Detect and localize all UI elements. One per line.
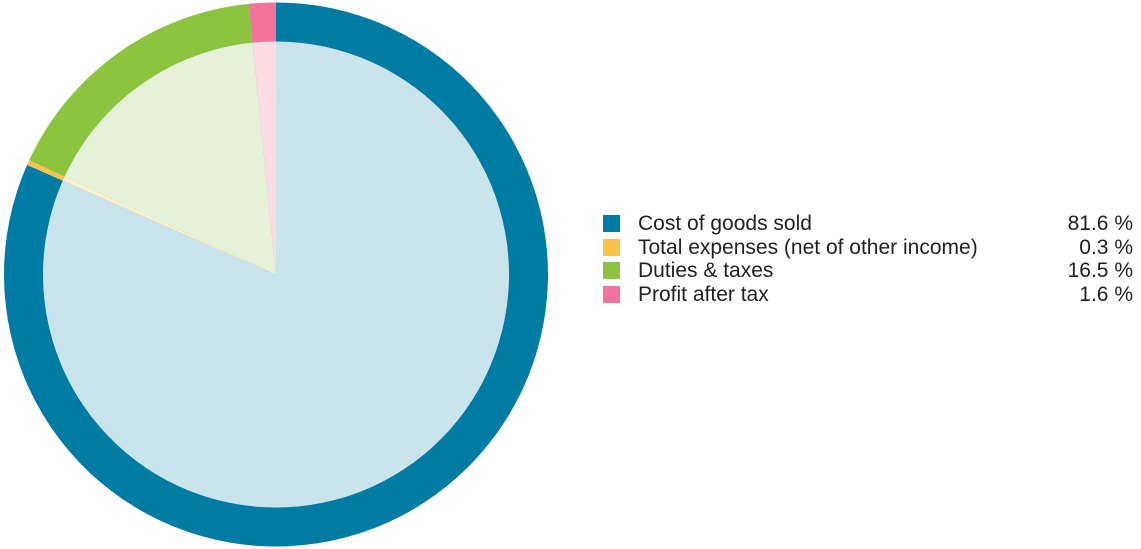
legend-label: Cost of goods sold bbox=[638, 212, 812, 235]
legend-item-cost-of-goods-sold: Cost of goods sold 81.6 % bbox=[603, 212, 1141, 236]
legend-value: 0.3 % bbox=[1079, 235, 1133, 259]
legend-item-total-expenses: Total expenses (net of other income) 0.3… bbox=[603, 236, 1141, 260]
pie-slice-inner-profit-after-tax bbox=[252, 41, 276, 275]
legend-swatch-profit-after-tax bbox=[603, 285, 620, 303]
legend-item-duties-and-taxes: Duties & taxes 16.5 % bbox=[603, 259, 1141, 283]
legend-item-profit-after-tax: Profit after tax 1.6 % bbox=[603, 283, 1141, 307]
legend-value: 81.6 % bbox=[1067, 212, 1133, 235]
pie-chart bbox=[3, 2, 548, 547]
pie-slice-inner-total-expenses-net-of-other-income bbox=[62, 176, 276, 275]
legend-value: 1.6 % bbox=[1079, 282, 1133, 306]
legend-label: Profit after tax bbox=[638, 282, 769, 306]
pie-slice-inner-cost-of-goods-sold bbox=[42, 41, 509, 508]
legend-value: 16.5 % bbox=[1067, 259, 1133, 282]
legend-swatch-cost-of-goods-sold bbox=[603, 215, 620, 233]
legend-label: Total expenses (net of other income) bbox=[638, 235, 978, 259]
legend-swatch-total-expenses bbox=[603, 238, 620, 256]
legend: Cost of goods sold 81.6 % Total expenses… bbox=[603, 212, 1141, 306]
legend-swatch-duties-and-taxes bbox=[603, 262, 620, 280]
legend-label: Duties & taxes bbox=[638, 259, 774, 282]
pie-slice-inner-duties-and-taxes bbox=[64, 42, 276, 275]
